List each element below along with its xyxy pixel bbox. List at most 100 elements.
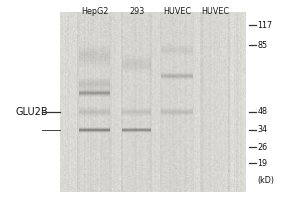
Bar (122, 132, 151, 133)
Bar (79, 59, 110, 61)
Bar (122, 58, 151, 59)
Bar (200, 12, 230, 192)
Bar (122, 131, 151, 132)
Bar (79, 96, 110, 97)
Bar (161, 115, 193, 116)
Bar (122, 128, 151, 129)
Bar (79, 78, 110, 79)
Bar (79, 84, 110, 85)
Bar (161, 72, 193, 73)
Bar (122, 70, 151, 71)
Bar (79, 112, 110, 113)
Bar (79, 80, 110, 81)
Bar (122, 64, 151, 65)
Bar (150, 12, 152, 192)
Bar (79, 127, 110, 128)
Bar (122, 109, 151, 110)
Bar (79, 87, 110, 88)
Bar (122, 108, 151, 109)
Bar (161, 77, 193, 78)
Bar (79, 62, 110, 64)
Text: HUVEC: HUVEC (164, 7, 192, 16)
Text: 117: 117 (257, 21, 272, 29)
Bar (161, 73, 193, 74)
Bar (79, 116, 110, 117)
Bar (161, 54, 193, 55)
Bar (79, 79, 110, 80)
Bar (122, 57, 151, 58)
Bar (161, 47, 193, 48)
Bar (161, 78, 193, 79)
Bar (79, 65, 110, 67)
Bar (161, 79, 193, 80)
Bar (122, 114, 151, 115)
Bar (161, 53, 193, 54)
Bar (79, 90, 110, 91)
Bar (160, 12, 163, 192)
Bar (161, 110, 193, 111)
Bar (122, 62, 151, 63)
Bar (161, 76, 193, 77)
Bar (79, 45, 110, 47)
Bar (79, 129, 110, 130)
Bar (161, 48, 193, 49)
Bar (79, 93, 110, 94)
Bar (77, 12, 112, 192)
Bar (122, 69, 151, 70)
Bar (79, 95, 110, 96)
Bar (79, 61, 110, 62)
Bar (79, 107, 110, 108)
Bar (161, 112, 193, 113)
Text: GLU2B: GLU2B (15, 107, 48, 117)
Bar (79, 131, 110, 132)
Bar (79, 83, 110, 84)
Bar (161, 114, 193, 115)
Bar (122, 110, 151, 111)
Bar (79, 114, 110, 115)
Bar (79, 56, 110, 58)
Text: 85: 85 (257, 40, 268, 49)
Bar (79, 89, 110, 90)
Text: 293: 293 (129, 7, 144, 16)
Bar (161, 74, 193, 75)
Bar (122, 130, 151, 131)
Bar (121, 12, 152, 192)
Bar (79, 92, 110, 93)
Text: 34: 34 (257, 126, 267, 134)
Text: 26: 26 (257, 142, 268, 152)
Bar (79, 64, 110, 65)
Bar (79, 82, 110, 83)
Bar (122, 111, 151, 112)
Bar (122, 63, 151, 64)
Bar (122, 129, 151, 130)
Bar (160, 12, 194, 192)
Bar (77, 12, 80, 192)
Bar (79, 47, 110, 48)
Text: 48: 48 (257, 108, 267, 116)
Bar (79, 86, 110, 87)
Bar (122, 65, 151, 66)
Bar (79, 109, 110, 110)
Bar (79, 89, 110, 90)
Bar (161, 109, 193, 110)
Bar (79, 115, 110, 116)
Bar (161, 52, 193, 53)
Bar (79, 48, 110, 50)
Bar (109, 12, 112, 192)
Bar (161, 111, 193, 112)
Bar (79, 110, 110, 111)
Bar (121, 12, 123, 192)
Bar (79, 108, 110, 109)
Text: HUVEC: HUVEC (201, 7, 230, 16)
Bar (79, 91, 110, 92)
Bar (79, 94, 110, 95)
Bar (60, 12, 246, 192)
Bar (79, 88, 110, 89)
Bar (122, 115, 151, 116)
Bar (79, 113, 110, 114)
Bar (79, 81, 110, 82)
Bar (79, 130, 110, 131)
Bar (161, 108, 193, 109)
Bar (122, 66, 151, 68)
Bar (79, 132, 110, 133)
